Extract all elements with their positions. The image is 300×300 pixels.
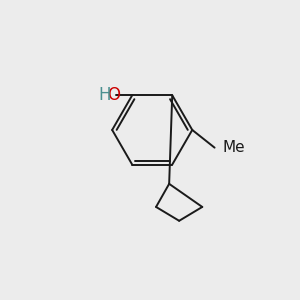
Text: O: O	[107, 86, 120, 104]
Text: H: H	[98, 86, 111, 104]
Text: Me: Me	[222, 140, 245, 155]
